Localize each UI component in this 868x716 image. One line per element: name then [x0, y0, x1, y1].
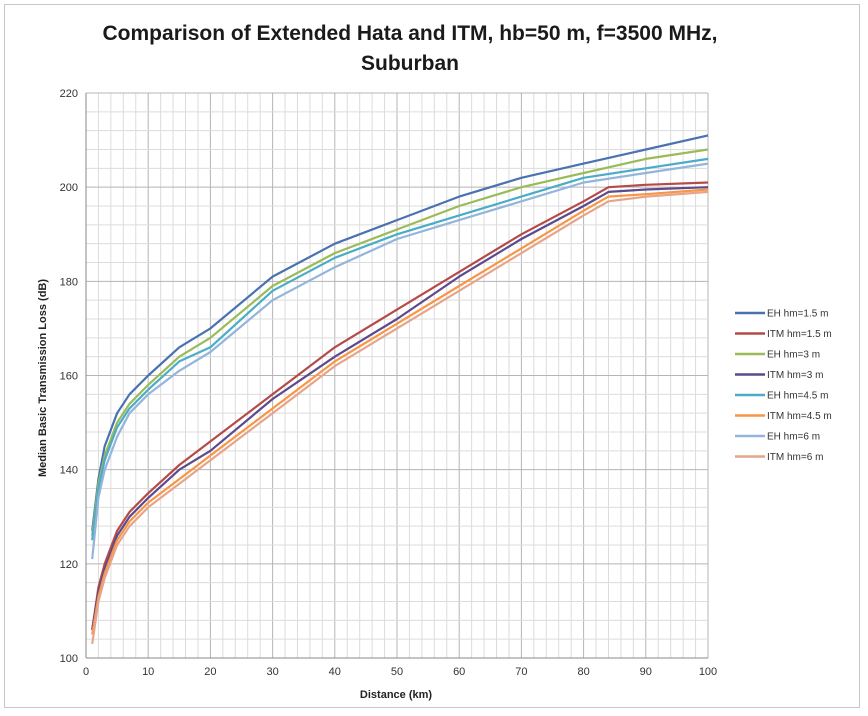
y-tick-label: 140 — [60, 465, 78, 477]
series-line-4 — [91, 186, 709, 630]
series-line-7 — [91, 162, 709, 560]
y-tick-label: 160 — [60, 371, 78, 383]
y-tick-label: 120 — [60, 559, 78, 571]
legend-label: EH hm=4.5 m — [767, 391, 828, 402]
x-tick-label: 80 — [577, 666, 589, 678]
series-lines — [91, 134, 709, 645]
x-tick-label: 60 — [453, 666, 465, 678]
legend-label: ITM hm=3 m — [767, 370, 823, 381]
legend-label: EH hm=6 m — [767, 432, 820, 443]
series-line-1 — [91, 134, 709, 532]
x-tick-label: 0 — [83, 666, 89, 678]
x-tick-label: 30 — [266, 666, 278, 678]
legend-label: ITM hm=4.5 m — [767, 411, 832, 422]
chart-title-line-2: Suburban — [361, 52, 459, 75]
x-tick-label: 20 — [204, 666, 216, 678]
x-tick-label: 50 — [391, 666, 403, 678]
x-tick-label: 10 — [142, 666, 154, 678]
legend-label: ITM hm=1.5 m — [767, 329, 832, 340]
x-tick-label: 70 — [515, 666, 527, 678]
x-tick-label: 100 — [699, 666, 717, 678]
legend: EH hm=1.5 m ITM hm=1.5 m EH hm=3 m ITM hm=3… — [735, 309, 832, 463]
x-axis-label: Distance (km) — [360, 689, 432, 701]
legend-label: EH hm=3 m — [767, 350, 820, 361]
grid — [85, 92, 709, 659]
chart-frame: Comparison of Extended Hata and ITM, hb=… — [4, 4, 860, 708]
axes: 0 10 20 30 40 50 60 70 80 90 100 100 120 140 160 180 200… — [60, 88, 718, 678]
y-tick-label: 200 — [60, 182, 78, 194]
chart-title-line-1: Comparison of Extended Hata and ITM, hb=… — [102, 22, 718, 45]
y-tick-label: 220 — [60, 88, 78, 100]
y-tick-label: 180 — [60, 276, 78, 288]
x-tick-label: 90 — [640, 666, 652, 678]
series-line-3 — [91, 148, 709, 536]
legend-label: ITM hm=6 m — [767, 452, 823, 463]
series-line-5 — [91, 157, 709, 541]
y-axis-label: Median Basic Transmission Loss (dB) — [37, 279, 49, 477]
x-tick-label: 40 — [329, 666, 341, 678]
series-line-2 — [91, 181, 709, 630]
legend-label: EH hm=1.5 m — [767, 309, 828, 320]
y-tick-label: 100 — [60, 653, 78, 665]
series-line-6 — [91, 188, 709, 635]
series-line-8 — [91, 190, 709, 645]
chart-title: Comparison of Extended Hata and ITM, hb=… — [65, 19, 755, 79]
